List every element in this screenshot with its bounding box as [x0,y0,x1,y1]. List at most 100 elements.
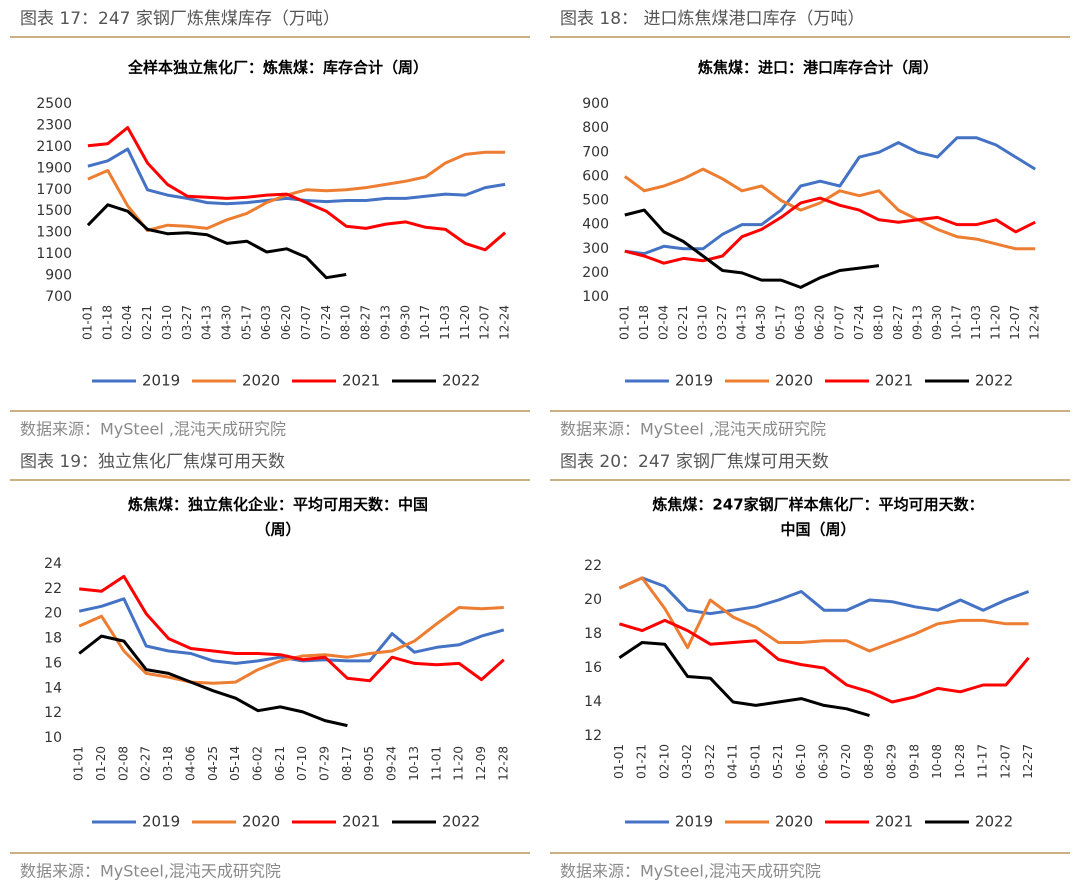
x-tick-label: 06-20 [279,305,293,340]
x-tick-label: 04-11 [726,744,740,779]
x-tick-label: 01-01 [617,305,631,340]
x-tick-label: 03-02 [680,744,694,779]
panel-header: 图表 19：独立焦化厂焦煤可用天数 [20,452,285,472]
y-tick-label: 2500 [36,96,72,112]
x-tick-label: 12-09 [474,746,488,781]
panel-header: 图表 18： 进口炼焦煤港口库存（万吨） [560,9,864,29]
x-tick-label: 05-17 [774,305,788,340]
x-tick-label: 01-20 [94,746,108,781]
y-tick-label: 400 [582,217,609,233]
series-line [624,196,1036,265]
y-tick-label: 1500 [36,203,72,219]
panel-header: 图表 17：247 家钢厂炼焦煤库存（万吨） [20,9,340,29]
x-tick-label: 02-04 [656,305,670,340]
x-tick-label: 09-13 [910,305,924,340]
x-tick-label: 03-27 [180,305,194,340]
x-tick-label: 05-21 [771,744,785,779]
x-tick-label: 08-10 [871,305,885,340]
x-tick-label: 10-17 [950,305,964,340]
x-tick-label: 07-29 [318,746,332,781]
x-tick-label: 05-01 [748,744,762,779]
y-tick-label: 12 [44,705,62,721]
chart-title: 炼焦煤：247家钢厂样本焦化厂：平均可用天数： [652,496,983,514]
x-tick-label: 10-13 [407,746,421,781]
x-tick-label: 06-03 [793,305,807,340]
y-tick-label: 1300 [36,225,72,241]
x-tick-label: 12-24 [1028,305,1042,340]
x-tick-label: 06-30 [817,744,831,779]
x-tick-label: 06-21 [273,746,287,781]
x-tick-label: 01-18 [100,305,114,340]
y-tick-label: 500 [582,193,609,209]
y-tick-label: 1700 [36,182,72,198]
source: 数据来源：MySteel ,混沌天成研究院 [560,420,826,439]
x-tick-label: 01-01 [612,744,626,779]
series-line [618,576,1030,616]
x-tick-label: 09-18 [907,744,921,779]
legend-label: 2019 [142,813,180,831]
chart-title: 全样本独立焦化厂：炼焦煤：库存合计（周） [127,59,428,77]
x-tick-label: 04-25 [206,746,220,781]
y-tick-label: 14 [44,680,62,696]
y-tick-label: 1900 [36,160,72,176]
x-tick-label: 10-17 [418,305,432,340]
legend-label: 2020 [775,813,813,831]
series-line [618,641,870,718]
y-tick-label: 16 [44,655,62,671]
x-tick-label: 02-21 [676,305,690,340]
x-tick-label: 11-01 [429,746,443,781]
x-tick-label: 04-13 [735,305,749,340]
y-tick-label: 14 [584,694,602,710]
x-tick-label: 11-03 [438,305,452,340]
source: 数据来源：MySteel ,混沌天成研究院 [20,420,286,439]
x-tick-label: 10-28 [953,744,967,779]
x-tick-label: 06-20 [813,305,827,340]
x-tick-label: 09-30 [398,305,412,340]
x-tick-label: 04-30 [219,305,233,340]
x-tick-label: 09-30 [930,305,944,340]
x-tick-label: 08-17 [340,746,354,781]
series-line [86,203,347,280]
x-tick-label: 08-10 [339,305,353,340]
source: 数据来源：MySteel,混沌天成研究院 [20,862,281,881]
x-tick-label: 04-30 [754,305,768,340]
x-tick-label: 09-24 [385,746,399,781]
y-tick-label: 22 [584,558,602,574]
legend-label: 2021 [342,813,380,831]
x-tick-label: 11-20 [989,305,1003,340]
x-tick-label: 03-18 [161,746,175,781]
legend-label: 2022 [442,813,480,831]
y-tick-label: 20 [44,606,62,622]
series-line [87,147,506,206]
legend-label: 2021 [875,813,913,831]
x-tick-label: 07-07 [299,305,313,340]
x-tick-label: 05-14 [228,746,242,781]
y-tick-label: 2100 [36,139,72,155]
y-tick-label: 12 [584,728,602,744]
x-tick-label: 02-27 [139,746,153,781]
x-tick-label: 11-20 [458,305,472,340]
x-tick-label: 12-27 [1021,744,1035,779]
x-tick-label: 11-17 [976,744,990,779]
x-tick-label: 03-10 [695,305,709,340]
legend-label: 2022 [975,813,1013,831]
y-tick-label: 200 [582,265,609,281]
x-tick-label: 12-07 [1008,305,1022,340]
series-line [78,634,348,728]
x-tick-label: 11-20 [452,746,466,781]
series-line [618,576,1029,653]
x-tick-label: 01-01 [80,305,94,340]
x-tick-label: 02-21 [140,305,154,340]
series-line [79,574,505,683]
legend-label: 2021 [342,372,380,390]
chart-title: 炼焦煤：独立焦化企业：平均可用天数：中国 [128,496,428,514]
x-tick-label: 12-07 [478,305,492,340]
x-tick-label: 11-03 [969,305,983,340]
x-tick-label: 12-07 [998,744,1012,779]
legend-label: 2022 [442,372,480,390]
chart-title: 炼焦煤：进口：港口库存合计（周） [698,59,938,77]
series-line [78,606,504,685]
y-tick-label: 16 [584,660,602,676]
x-tick-label: 03-10 [160,305,174,340]
legend-label: 2020 [775,372,813,390]
